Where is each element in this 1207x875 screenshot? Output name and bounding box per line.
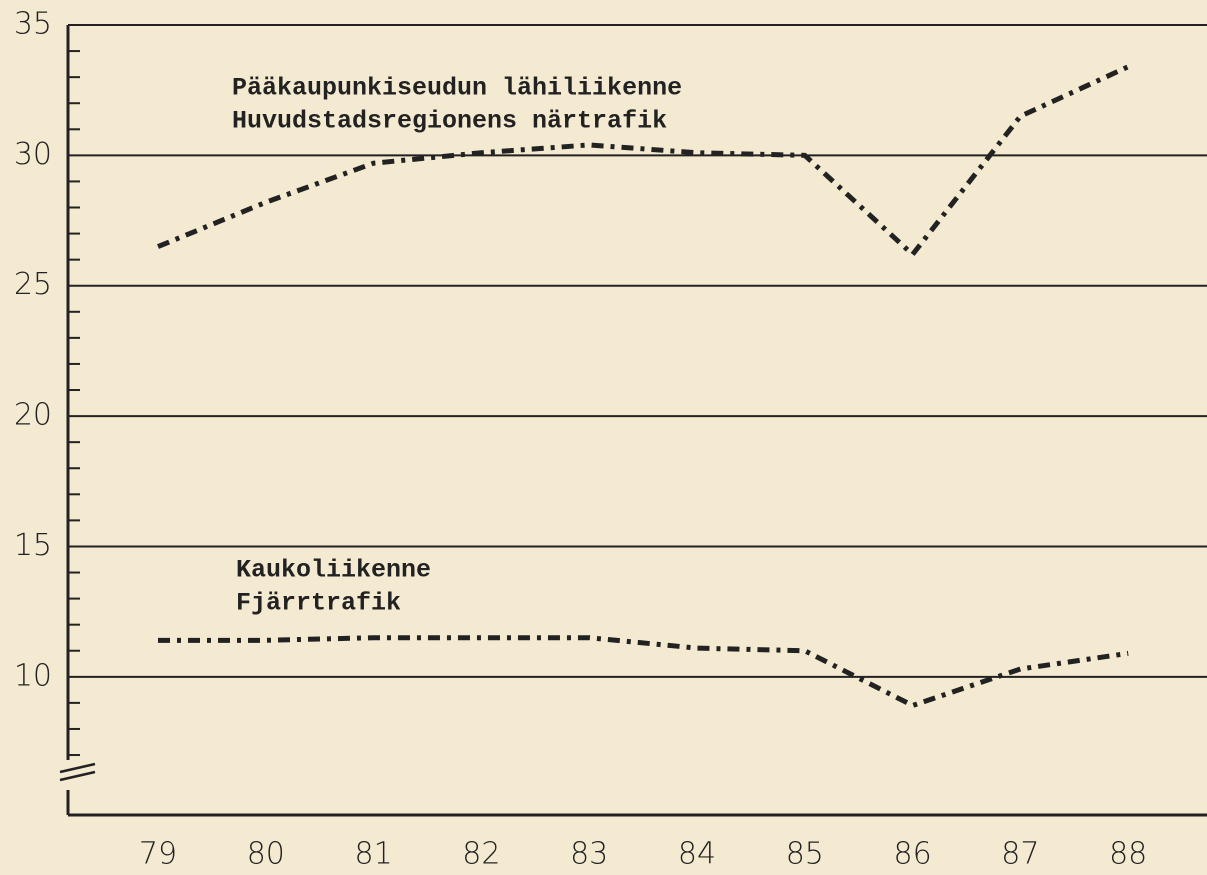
x-tick-label: 79 — [139, 837, 177, 872]
series-line — [157, 64, 1130, 259]
series-label: Kaukoliikenne — [236, 556, 431, 585]
y-tick-label: 35 — [14, 7, 52, 42]
series-line — [158, 635, 1129, 709]
x-tick-label: 82 — [462, 837, 500, 872]
y-tick-label: 25 — [14, 267, 52, 302]
axis-break — [59, 762, 96, 774]
x-tick-label: 84 — [678, 837, 716, 872]
x-tick-label: 88 — [1109, 837, 1147, 872]
x-tick-label: 80 — [247, 837, 285, 872]
x-tick-label: 86 — [894, 837, 932, 872]
series-label: Pääkaupunkiseudun lähiliikenne — [232, 74, 682, 103]
y-tick-label: 30 — [14, 137, 52, 172]
series-label: Huvudstadsregionens närtrafik — [232, 107, 667, 136]
y-tick-label: 20 — [14, 398, 52, 433]
x-tick-label: 83 — [570, 837, 608, 872]
x-tick-label: 85 — [786, 837, 824, 872]
x-tick-label: 87 — [1001, 837, 1039, 872]
series-label: Fjärrtrafik — [236, 589, 401, 618]
y-tick-label: 10 — [14, 658, 52, 693]
y-tick-label: 15 — [14, 528, 52, 563]
axis-break — [59, 770, 96, 782]
x-tick-label: 81 — [355, 837, 393, 872]
